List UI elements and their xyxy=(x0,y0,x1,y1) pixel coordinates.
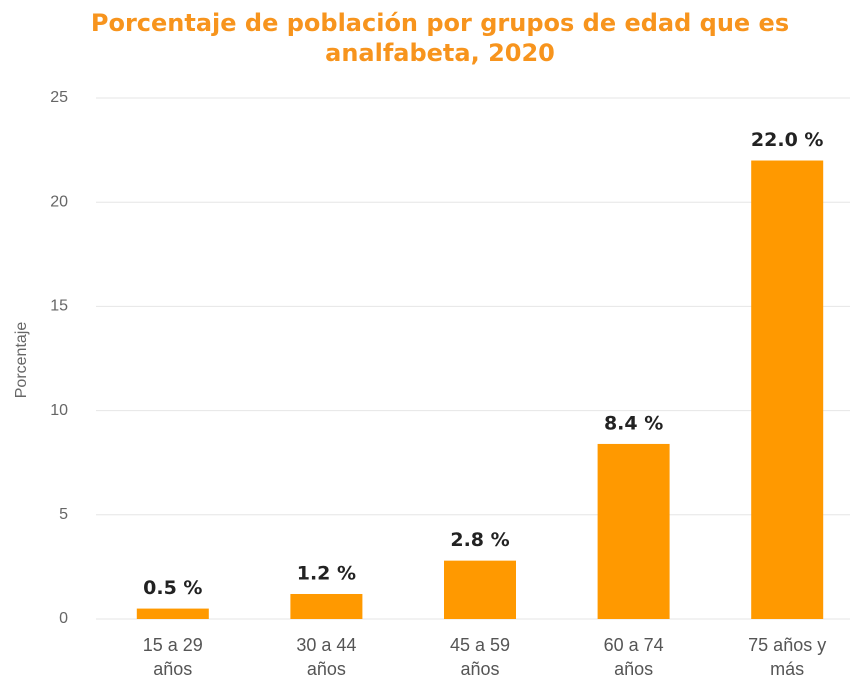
x-tick-label: 60 a 74 años xyxy=(603,635,664,679)
y-tick-label: 20 xyxy=(50,193,68,210)
chart-title: Porcentaje de población por grupos de ed… xyxy=(90,9,790,67)
x-tick-label: 45 a 59 años xyxy=(449,635,511,679)
data-label: 1.2 % xyxy=(297,562,356,584)
y-tick-label: 5 xyxy=(59,506,68,523)
y-axis-label: Porcentaje xyxy=(13,322,30,399)
data-label: 2.8 % xyxy=(450,529,509,551)
x-tick-label: 30 a 44 años xyxy=(296,635,357,679)
data-label: 22.0 % xyxy=(751,129,824,151)
x-tick-label: 75 años y más xyxy=(748,635,827,679)
data-label: 8.4 % xyxy=(604,412,663,434)
y-tick-label: 25 xyxy=(50,89,68,106)
bar xyxy=(597,443,670,619)
y-tick-label: 10 xyxy=(50,402,68,419)
bar xyxy=(136,608,209,619)
y-tick-label: 0 xyxy=(59,610,68,627)
bar xyxy=(290,593,363,619)
bar xyxy=(444,560,516,619)
x-tick-label: 15 a 29 años xyxy=(142,635,203,679)
bar xyxy=(751,160,824,619)
y-tick-label: 15 xyxy=(50,298,68,315)
data-label: 0.5 % xyxy=(143,577,202,599)
